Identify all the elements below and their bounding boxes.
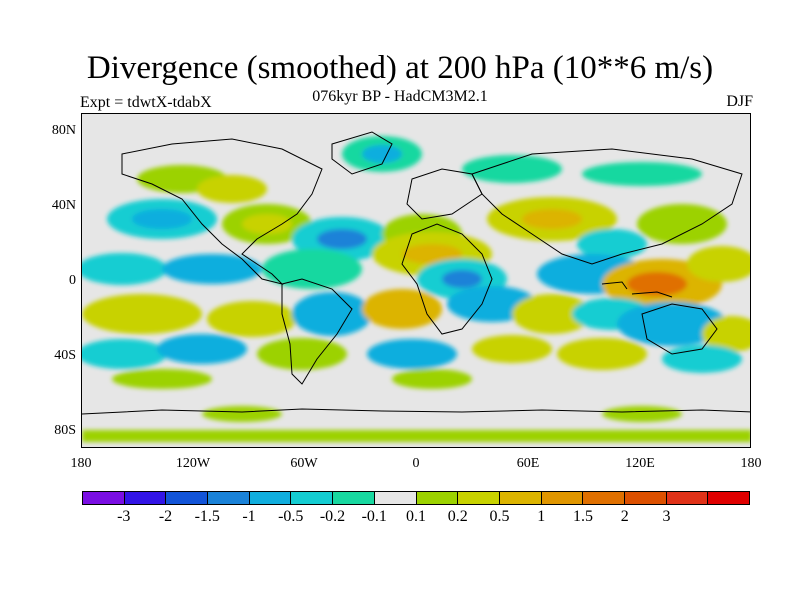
colorbar-swatch [291, 492, 334, 504]
lat-label-80s: 80S [54, 423, 76, 438]
colorbar-tick-label: -0.1 [361, 508, 387, 525]
lon-label-0: 0 [412, 456, 420, 471]
colorbar-tick-label: 1.5 [573, 508, 593, 525]
colorbar-swatch [499, 492, 542, 504]
colorbar-tick-label: -0.2 [319, 508, 346, 525]
colorbar-swatch [541, 492, 584, 504]
colorbar-swatch [458, 492, 500, 504]
lat-label-40s: 40S [54, 348, 76, 363]
colorbar-tick-label: 0.1 [406, 508, 426, 525]
colorbar-swatch [166, 492, 209, 504]
season-label: DJF [726, 93, 753, 110]
lat-label-0: 0 [69, 273, 76, 288]
divergence-map [81, 113, 751, 448]
colorbar [82, 491, 750, 505]
lon-label-120e: 120E [625, 456, 655, 471]
lon-label-60w: 60W [290, 456, 318, 471]
colorbar-tick-label: 0.5 [489, 508, 510, 525]
colorbar-swatch [624, 492, 667, 504]
colorbar-swatch [416, 492, 459, 504]
lon-label-180e: 180 [740, 456, 762, 471]
coastlines [82, 131, 750, 415]
colorbar-swatch [583, 492, 625, 504]
lon-label-60e: 60E [516, 456, 540, 471]
colorbar-swatch [333, 492, 375, 504]
colorbar-swatch [708, 492, 749, 504]
colorbar-tick-label: -1 [242, 508, 256, 525]
colorbar-tick-label: -3 [117, 508, 131, 525]
colorbar-tick-label: 3 [662, 508, 671, 525]
colorbar-tick-label: -1.5 [194, 508, 220, 525]
lon-label-120w: 120W [175, 456, 211, 471]
lat-label-40n: 40N [51, 198, 76, 213]
colorbar-swatch [249, 492, 292, 504]
colorbar-swatch [124, 492, 167, 504]
divergence-contours [82, 136, 750, 442]
lat-label-80n: 80N [51, 123, 76, 138]
colorbar-tick-label: -0.5 [278, 508, 304, 525]
chart-subtitle: 076kyr BP - HadCM3M2.1 [312, 88, 488, 105]
colorbar-tick-label: 1 [537, 508, 546, 525]
chart-title: Divergence (smoothed) at 200 hPa (10**6 … [86, 50, 714, 86]
experiment-label: Expt = tdwtX-tdabX [80, 94, 212, 111]
colorbar-swatch [208, 492, 250, 504]
map-field [82, 114, 750, 447]
colorbar-tick-label: 0.2 [447, 508, 468, 525]
colorbar-swatch [666, 492, 709, 504]
colorbar-tick-label: -2 [158, 508, 173, 525]
colorbar-swatch [374, 492, 417, 504]
lon-label-180w: 180 [70, 456, 92, 471]
colorbar-tick-label: 2 [620, 508, 629, 525]
colorbar-swatch [83, 492, 125, 504]
